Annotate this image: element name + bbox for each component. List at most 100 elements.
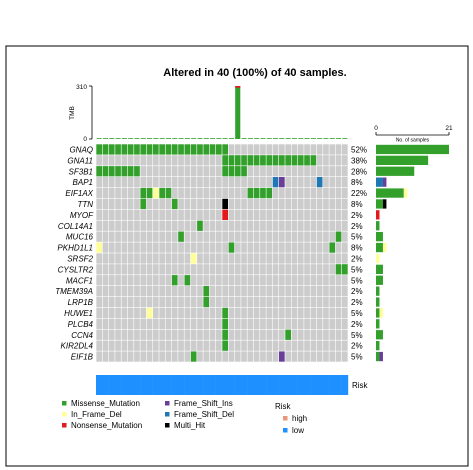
- matrix-cell: [260, 286, 266, 297]
- matrix-cell: [153, 307, 159, 319]
- matrix-cell: [329, 264, 336, 275]
- tmb-bar: [147, 138, 153, 139]
- matrix-cell: [115, 155, 121, 166]
- matrix-cell: [165, 296, 172, 308]
- matrix-cell: [127, 307, 134, 319]
- matrix-cell: [134, 155, 140, 166]
- matrix-cell: [165, 220, 172, 231]
- matrix-cell: [272, 307, 279, 319]
- matrix-cell: [335, 198, 342, 210]
- gene-label: TTN: [77, 200, 93, 209]
- matrix-cell: [184, 155, 191, 166]
- matrix-cell: [209, 187, 216, 199]
- matrix-cell: [247, 264, 254, 275]
- matrix-cell: [216, 231, 222, 242]
- matrix-cell: [209, 155, 216, 166]
- matrix-cell: [222, 318, 228, 329]
- matrix-cell: [234, 144, 241, 155]
- matrix-cell: [134, 220, 140, 231]
- matrix-cell: [171, 340, 178, 351]
- matrix-cell: [165, 318, 172, 329]
- side-tick-label: 21: [445, 125, 453, 132]
- matrix-cell: [115, 177, 121, 188]
- matrix-cell: [297, 209, 304, 220]
- matrix-cell: [222, 144, 228, 155]
- matrix-cell: [291, 220, 298, 231]
- matrix-cell: [159, 286, 165, 297]
- matrix-cell: [310, 242, 317, 253]
- matrix-cell: [190, 253, 197, 264]
- matrix-cell: [323, 351, 329, 362]
- matrix-cell: [184, 296, 191, 308]
- matrix-cell: [291, 166, 298, 177]
- matrix-cell: [197, 166, 203, 177]
- matrix-cell: [279, 253, 285, 264]
- matrix-cell: [190, 144, 197, 155]
- matrix-cell: [222, 155, 228, 166]
- matrix-cell: [260, 166, 266, 177]
- side-bar-segment: [376, 242, 383, 253]
- risk-cell: [102, 375, 109, 395]
- matrix-cell: [209, 198, 216, 210]
- matrix-cell: [316, 231, 323, 242]
- matrix-cell: [153, 286, 159, 297]
- matrix-cell: [197, 296, 203, 308]
- matrix-cell: [272, 144, 279, 155]
- matrix-cell: [260, 253, 266, 264]
- matrix-cell: [209, 177, 216, 188]
- matrix-cell: [178, 351, 184, 362]
- matrix-cell: [285, 198, 291, 210]
- matrix-cell: [291, 253, 298, 264]
- matrix-cell: [253, 177, 260, 188]
- legend-swatch: [62, 423, 67, 428]
- matrix-cell: [266, 351, 273, 362]
- matrix-cell: [190, 329, 197, 340]
- matrix-cell: [335, 177, 342, 188]
- legend-label: Frame_Shift_Del: [174, 410, 234, 419]
- tmb-bar-segment: [235, 86, 241, 88]
- matrix-cell: [297, 231, 304, 242]
- matrix-cell: [153, 166, 159, 177]
- risk-cell: [140, 375, 147, 395]
- matrix-cell: [108, 307, 115, 319]
- matrix-cell: [171, 198, 178, 210]
- matrix-cell: [316, 220, 323, 231]
- tmb-bar: [102, 138, 108, 139]
- matrix-cell: [153, 231, 159, 242]
- matrix-cell: [291, 307, 298, 319]
- matrix-cell: [178, 340, 184, 351]
- matrix-cell: [253, 318, 260, 329]
- matrix-cell: [279, 242, 285, 253]
- matrix-cell: [153, 155, 159, 166]
- matrix-cell: [329, 351, 336, 362]
- risk-cell: [133, 375, 141, 395]
- risk-cell: [240, 375, 248, 395]
- matrix-cell: [304, 351, 310, 362]
- side-bar-segment: [382, 242, 387, 253]
- matrix-cell: [115, 318, 121, 329]
- matrix-cell: [266, 166, 273, 177]
- matrix-cell: [234, 275, 241, 286]
- matrix-cell: [153, 264, 159, 275]
- matrix-cell: [184, 264, 191, 275]
- matrix-cell: [184, 209, 191, 220]
- matrix-cell: [96, 340, 102, 351]
- matrix-cell: [197, 242, 203, 253]
- matrix-cell: [127, 286, 134, 297]
- matrix-cell: [260, 209, 266, 220]
- tmb-bar: [279, 138, 285, 139]
- matrix-cell: [285, 155, 291, 166]
- matrix-cell: [134, 177, 140, 188]
- matrix-cell: [165, 187, 172, 199]
- matrix-cell: [342, 198, 348, 210]
- matrix-cell: [316, 253, 323, 264]
- matrix-cell: [342, 318, 348, 329]
- matrix-cell: [266, 275, 273, 286]
- matrix-cell: [241, 318, 247, 329]
- gene-percentage: 5%: [351, 331, 363, 340]
- risk-cell: [247, 375, 254, 395]
- risk-cell: [234, 375, 242, 395]
- matrix-cell: [222, 253, 228, 264]
- matrix-cell: [216, 177, 222, 188]
